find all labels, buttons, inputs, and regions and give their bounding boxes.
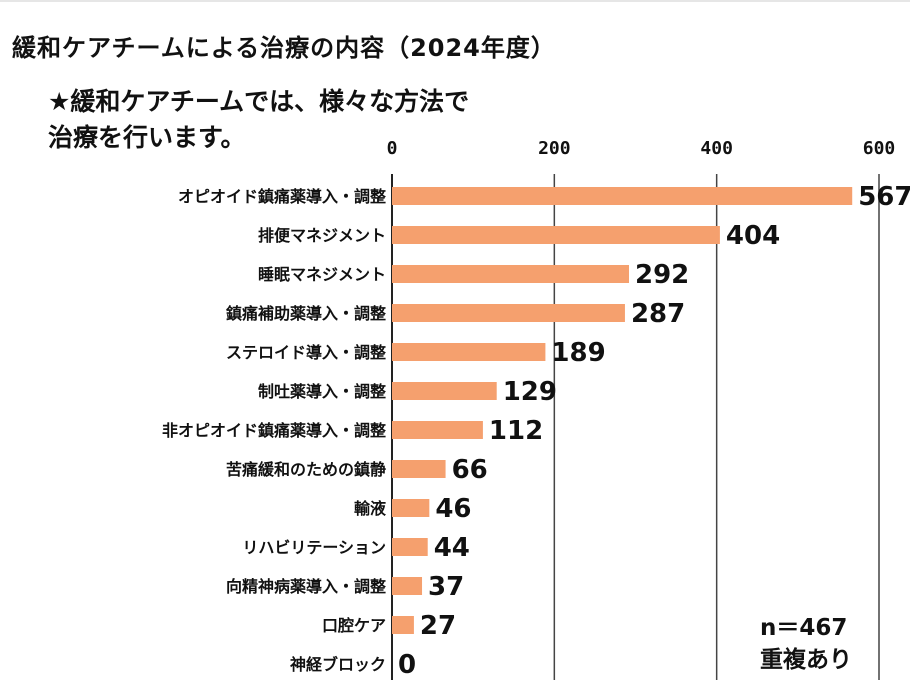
category-label: オピオイド鎮痛薬導入・調整: [178, 187, 386, 206]
data-label: 46: [435, 494, 471, 524]
bar: [392, 421, 483, 439]
category-label: 睡眠マネジメント: [258, 265, 386, 284]
bar: [392, 265, 630, 283]
data-label: 189: [551, 338, 605, 368]
category-label: 排便マネジメント: [258, 226, 386, 245]
category-label: 制吐薬導入・調整: [258, 382, 386, 401]
category-label: 口腔ケア: [322, 616, 386, 635]
data-label: 292: [635, 260, 689, 290]
bar: [392, 538, 428, 556]
bar: [392, 343, 546, 361]
x-tick-label: 400: [700, 138, 733, 159]
bar: [392, 577, 423, 595]
category-label: 輸液: [354, 499, 387, 518]
data-label: 37: [428, 572, 464, 602]
category-label: 鎮痛補助薬導入・調整: [226, 304, 386, 323]
sample-size: n＝467: [760, 615, 848, 641]
category-label: 神経ブロック: [290, 655, 386, 674]
x-tick-label: 600: [863, 138, 896, 159]
page-title: 緩和ケアチームによる治療の内容（2024年度）: [12, 34, 556, 62]
data-label: 44: [434, 533, 470, 563]
sample-note: n＝467 重複あり: [760, 612, 852, 676]
data-label: 66: [452, 455, 488, 485]
bar: [392, 382, 497, 400]
category-label: 苦痛緩和のための鎮静: [226, 460, 386, 479]
top-border: [0, 0, 910, 2]
chart-subtitle: ★緩和ケアチームでは、様々な方法で 治療を行います。: [48, 84, 469, 156]
bar: [392, 187, 853, 205]
category-label: 非オピオイド鎮痛薬導入・調整: [162, 421, 386, 440]
bar: [392, 616, 414, 634]
data-label: 129: [503, 377, 557, 407]
data-label: 0: [398, 650, 416, 680]
bar: [392, 460, 446, 478]
category-label: リハビリテーション: [242, 538, 386, 557]
category-label: 向精神病薬導入・調整: [226, 577, 386, 596]
category-label: ステロイド導入・調整: [226, 343, 386, 362]
subtitle-line-2: 治療を行います。: [48, 123, 246, 152]
bar: [392, 226, 720, 244]
bar: [392, 304, 625, 322]
data-label: 287: [631, 299, 685, 329]
duplicate-note: 重複あり: [760, 647, 852, 673]
data-label: 567: [858, 182, 910, 212]
data-label: 27: [420, 611, 456, 641]
x-tick-label: 0: [387, 138, 398, 159]
bar: [392, 499, 430, 517]
data-label: 404: [726, 221, 780, 251]
data-label: 112: [489, 416, 543, 446]
x-tick-label: 200: [538, 138, 571, 159]
subtitle-line-1: ★緩和ケアチームでは、様々な方法で: [48, 87, 470, 116]
